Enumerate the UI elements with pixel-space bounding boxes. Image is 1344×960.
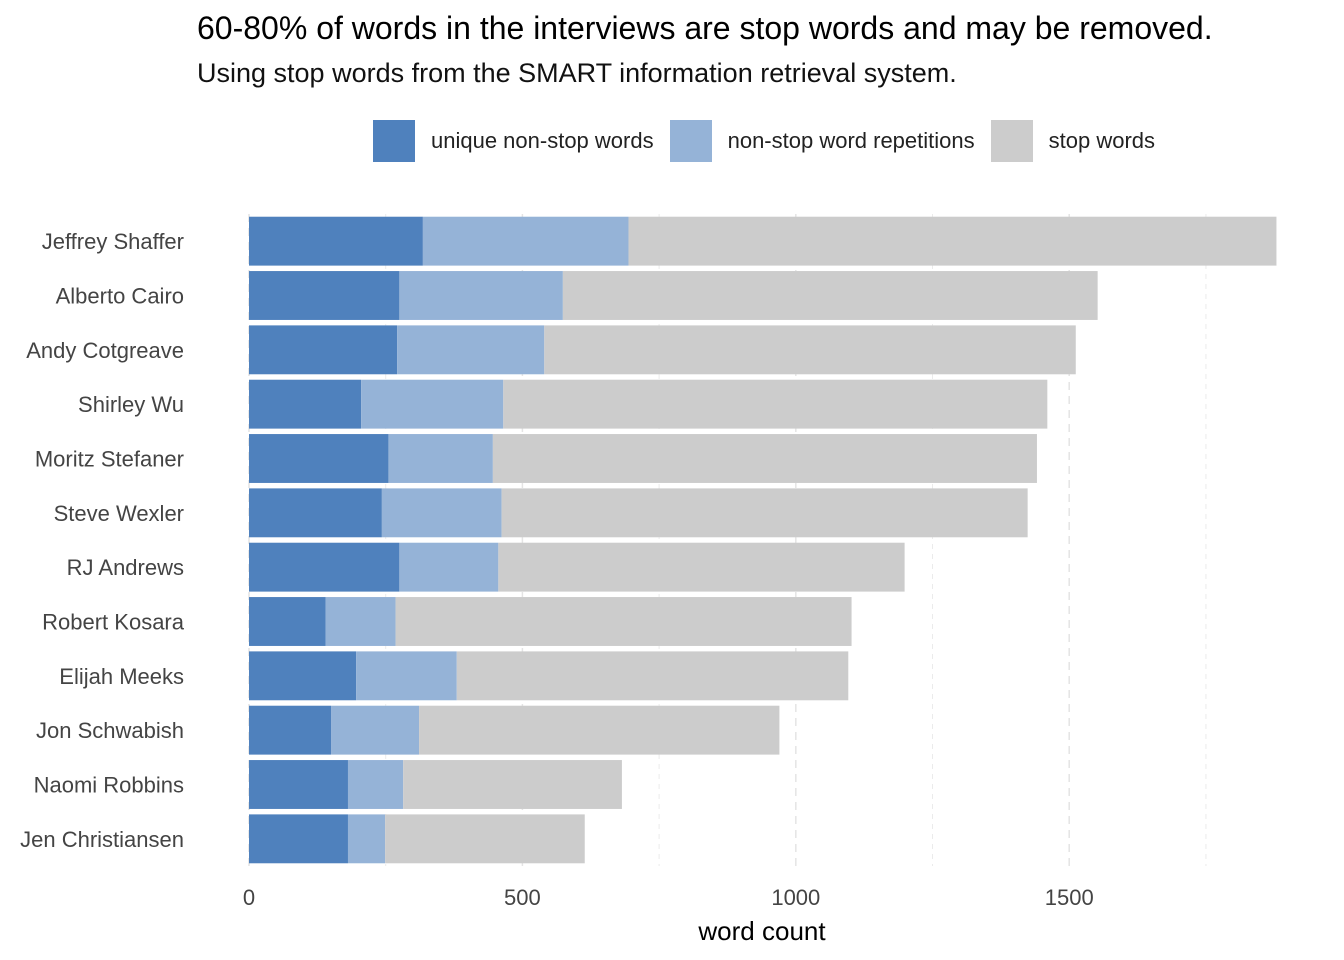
bar-segment-repetitions xyxy=(399,271,563,320)
bar-segment-repetitions xyxy=(388,434,493,483)
bar-segment-unique xyxy=(249,216,423,266)
y-tick-label: Moritz Stefaner xyxy=(35,447,184,472)
y-tick-label: Andy Cotgreave xyxy=(26,338,184,363)
bar-segment-stop xyxy=(385,814,585,864)
y-tick-label: Jon Schwabish xyxy=(36,718,184,743)
bar-segment-repetitions xyxy=(397,325,545,375)
legend-label-repetitions: non-stop word repetitions xyxy=(727,128,975,153)
bar-segment-unique xyxy=(249,488,382,538)
bar-segment-unique xyxy=(249,434,389,483)
bar-segment-stop xyxy=(503,379,1048,429)
bar-segment-repetitions xyxy=(356,651,457,701)
bars xyxy=(249,216,1277,864)
legend: unique non-stop words non-stop word repe… xyxy=(373,120,1171,162)
y-tick-label: Naomi Robbins xyxy=(34,773,184,798)
bar-segment-repetitions xyxy=(361,379,504,429)
y-tick-label: Steve Wexler xyxy=(54,501,184,526)
bar-segment-repetitions xyxy=(331,705,420,755)
bar-segment-repetitions xyxy=(347,814,386,864)
legend-item-unique: unique non-stop words xyxy=(373,120,654,162)
y-tick-label: Shirley Wu xyxy=(78,392,184,417)
legend-label-unique: unique non-stop words xyxy=(431,128,654,153)
x-tick-label: 0 xyxy=(243,885,255,910)
bar-segment-unique xyxy=(249,760,348,809)
bar-segment-repetitions xyxy=(325,597,396,646)
legend-item-stop: stop words xyxy=(990,120,1156,162)
y-tick-label: Elijah Meeks xyxy=(59,664,184,689)
y-tick-label: RJ Andrews xyxy=(67,555,184,580)
bar-segment-unique xyxy=(249,379,362,429)
legend-label-stop: stop words xyxy=(1048,128,1156,153)
bar-segment-repetitions xyxy=(399,542,499,592)
gridlines xyxy=(248,214,1207,866)
x-tick-label: 500 xyxy=(504,885,541,910)
bar-segment-unique xyxy=(249,705,332,755)
bar-segment-stop xyxy=(628,216,1277,266)
y-tick-label: Jen Christiansen xyxy=(20,827,184,852)
bar-segment-repetitions xyxy=(381,488,502,538)
bar-segment-repetitions xyxy=(347,760,404,809)
bar-segment-unique xyxy=(249,542,400,592)
bar-segment-stop xyxy=(544,325,1076,375)
chart-subtitle: Using stop words from the SMART informat… xyxy=(197,58,957,88)
bar-segment-stop xyxy=(498,542,905,592)
bar-segment-stop xyxy=(403,760,622,809)
bar-segment-unique xyxy=(249,325,398,375)
y-axis-labels: Jeffrey Shaffer Alberto Cairo Andy Cotgrea… xyxy=(20,229,185,852)
x-tick-label: 1500 xyxy=(1045,885,1094,910)
bar-segment-stop xyxy=(562,271,1098,320)
x-tick-label: 1000 xyxy=(771,885,820,910)
bar-segment-stop xyxy=(395,597,852,646)
bar-segment-unique xyxy=(249,651,357,701)
bar-segment-unique xyxy=(249,814,348,864)
chart-title: 60-80% of words in the interviews are st… xyxy=(197,10,1213,46)
legend-swatch-unique xyxy=(373,120,415,162)
bar-segment-unique xyxy=(249,597,326,646)
legend-item-repetitions: non-stop word repetitions xyxy=(669,120,975,162)
bar-segment-stop xyxy=(492,434,1037,483)
y-tick-label: Robert Kosara xyxy=(42,610,185,635)
bar-segment-repetitions xyxy=(422,216,629,266)
legend-swatch-stop xyxy=(990,120,1033,162)
bar-segment-stop xyxy=(419,705,780,755)
y-tick-label: Alberto Cairo xyxy=(56,284,184,309)
bar-segment-stop xyxy=(501,488,1028,538)
x-axis-title: word count xyxy=(697,916,826,946)
legend-swatch-repetitions xyxy=(669,120,712,162)
bar-segment-unique xyxy=(249,271,400,320)
bar-segment-stop xyxy=(456,651,849,701)
y-tick-label: Jeffrey Shaffer xyxy=(42,229,184,254)
x-axis-labels: 0 500 1000 1500 xyxy=(243,885,1094,910)
